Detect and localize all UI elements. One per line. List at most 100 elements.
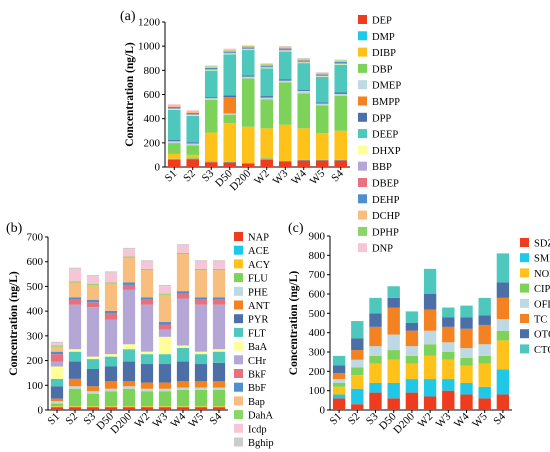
bar-segment-FLT-D200 bbox=[122, 349, 136, 362]
y-tick-label: 800 bbox=[309, 250, 326, 262]
bar-segment-SMX-S2 bbox=[351, 388, 364, 405]
legend-swatch-BBP bbox=[358, 161, 367, 171]
bar-segment-Bap-W5 bbox=[194, 270, 208, 298]
bar-segment-DahA-W3 bbox=[158, 293, 172, 295]
bar-segment-DEHP-D50 bbox=[223, 51, 237, 53]
y-tick-label: 100 bbox=[27, 380, 44, 392]
legend-label-BMPP: BMPP bbox=[372, 97, 400, 108]
bar-segment-FLU-S4 bbox=[212, 389, 226, 407]
bar-segment-DEHP-W4 bbox=[297, 60, 311, 62]
bar-segment-TC-D50 bbox=[387, 307, 400, 335]
bar-segment-DPP-D200 bbox=[241, 75, 255, 77]
bar-segment-OTC-D50 bbox=[387, 297, 400, 308]
bar-segment-OFL-S3 bbox=[369, 346, 382, 356]
bar-segment-Bap-W3 bbox=[158, 294, 172, 323]
bar-segment-OTC-D200 bbox=[405, 323, 419, 331]
bar-segment-DPP-S4 bbox=[334, 92, 348, 94]
bar-segment-ANT-D50 bbox=[104, 381, 118, 389]
bar-segment-CIP-S3 bbox=[369, 355, 382, 364]
bar-segment-ACY-W5 bbox=[194, 406, 208, 407]
y-tick-label: 0 bbox=[155, 162, 161, 174]
bar-segment-CTC-W3 bbox=[442, 307, 455, 318]
bar-segment-DCHP-W4 bbox=[297, 59, 311, 61]
bar-segment-PYR-W3 bbox=[158, 364, 172, 383]
bar-segment-BaA-S2 bbox=[68, 349, 82, 352]
bar-segment-ACY-S3 bbox=[86, 406, 100, 407]
bar-segment-DMP-S2 bbox=[186, 158, 200, 160]
bar-segment-OFL-S1 bbox=[332, 379, 346, 383]
bar-segment-DEHP-S1 bbox=[167, 106, 181, 109]
bar-segment-DMEP-W4 bbox=[297, 90, 311, 94]
bar-segment-OFL-S2 bbox=[351, 359, 364, 368]
bar-segment-SDZ-S1 bbox=[332, 398, 346, 410]
bar-segment-ACE-S4 bbox=[212, 406, 226, 408]
y-tick-label: 600 bbox=[27, 256, 44, 268]
bar-segment-DMEP-W2 bbox=[260, 97, 274, 100]
bar-segment-Icdp-S2 bbox=[68, 268, 82, 282]
bar-segment-DMEP-S4 bbox=[334, 93, 348, 96]
bar-segment-BbF-W2 bbox=[140, 297, 154, 300]
bar-segment-DCHP-S4 bbox=[334, 60, 348, 62]
bar-segment-DEHP-W2 bbox=[260, 65, 274, 67]
bar-segment-CHr-W4 bbox=[176, 298, 190, 346]
bar-segment-DPP-S1 bbox=[167, 140, 181, 142]
bar-segment-DEEP-W4 bbox=[297, 63, 311, 90]
x-tick-label: W5 bbox=[470, 410, 490, 430]
y-tick-label: 1000 bbox=[138, 41, 161, 53]
legend-label-DPHP: DPHP bbox=[372, 227, 399, 238]
bar-segment-CTC-S2 bbox=[351, 321, 364, 339]
y-axis-title: Concentration (ng/L) bbox=[8, 271, 20, 376]
y-axis-title: Concentration (ng/L) bbox=[288, 271, 300, 376]
x-tick-label: W4 bbox=[168, 410, 188, 430]
y-tick-label: 0 bbox=[38, 405, 44, 417]
bar-segment-FLT-D50 bbox=[104, 356, 118, 367]
bar-segment-BBP-W3 bbox=[278, 50, 292, 51]
bar-segment-ANT-S4 bbox=[212, 381, 226, 388]
bar-segment-BBP-S3 bbox=[204, 69, 218, 70]
legend-swatch-NAP bbox=[234, 232, 243, 241]
legend-label-ACY: ACY bbox=[248, 260, 271, 271]
bar-segment-BkF-W5 bbox=[194, 299, 208, 305]
x-tick-label: W2 bbox=[415, 411, 435, 431]
bar-segment-SMX-S1 bbox=[332, 394, 346, 399]
legend-label-DBP: DBP bbox=[372, 64, 393, 75]
legend-swatch-DPP bbox=[358, 112, 367, 122]
bar-segment-DEP-W4 bbox=[297, 160, 311, 167]
bar-segment-OTC-W2 bbox=[423, 294, 437, 310]
bar-segment-DEP-D50 bbox=[223, 162, 237, 167]
bar-segment-DahA-S2 bbox=[68, 281, 82, 283]
bar-segment-DBP-W4 bbox=[297, 93, 311, 129]
bar-segment-BBP-W5 bbox=[315, 75, 329, 77]
y-tick-label: 700 bbox=[27, 232, 44, 244]
bar-segment-DNP-D50 bbox=[223, 48, 237, 50]
bar-segment-FLT-W4 bbox=[176, 347, 190, 362]
x-tick-label: W4 bbox=[452, 410, 472, 430]
bar-segment-OTC-S2 bbox=[351, 338, 364, 351]
bar-segment-PYR-W2 bbox=[140, 364, 154, 383]
bar-segment-TC-W2 bbox=[423, 309, 437, 331]
panel-a: (a) 0 200 400 600 800 1000 1200 Concentration (… bbox=[120, 9, 401, 255]
bar-segment-NAP-S4 bbox=[212, 407, 226, 410]
bar-segment-DPP-S3 bbox=[204, 97, 218, 99]
panel-c: (c) 0 100 200 300 400 500 600 700 800 900 Concentr… bbox=[288, 221, 550, 436]
panel-a-label: (a) bbox=[120, 9, 136, 24]
bar-segment-PYR-S2 bbox=[68, 361, 82, 379]
bar-segment-BbF-S4 bbox=[212, 297, 226, 300]
bar-segment-OFL-W3 bbox=[442, 342, 455, 352]
legend-label-DNP: DNP bbox=[372, 244, 393, 255]
bar-segment-PYR-W5 bbox=[194, 364, 208, 382]
x-tick-label: S4 bbox=[491, 410, 508, 427]
bar-segment-DEP-W3 bbox=[278, 161, 292, 167]
bar-segment-DMEP-S1 bbox=[167, 141, 181, 144]
bar-segment-OTC-S3 bbox=[369, 313, 382, 327]
bar-segment-Bap-W4 bbox=[176, 254, 190, 292]
bar-segment-PYR-D200 bbox=[122, 361, 136, 382]
legend-swatch-SMX bbox=[520, 253, 529, 263]
bar-segment-BaA-S3 bbox=[86, 356, 100, 360]
bar-segment-ACE-S1 bbox=[50, 406, 64, 408]
bar-segment-SDZ-S3 bbox=[369, 392, 382, 410]
bar-segment-TC-W3 bbox=[442, 326, 455, 343]
bar-segment-DBP-W2 bbox=[260, 99, 274, 129]
bar-segment-SMX-S3 bbox=[369, 382, 382, 393]
bar-segment-DCHP-S1 bbox=[167, 105, 181, 107]
